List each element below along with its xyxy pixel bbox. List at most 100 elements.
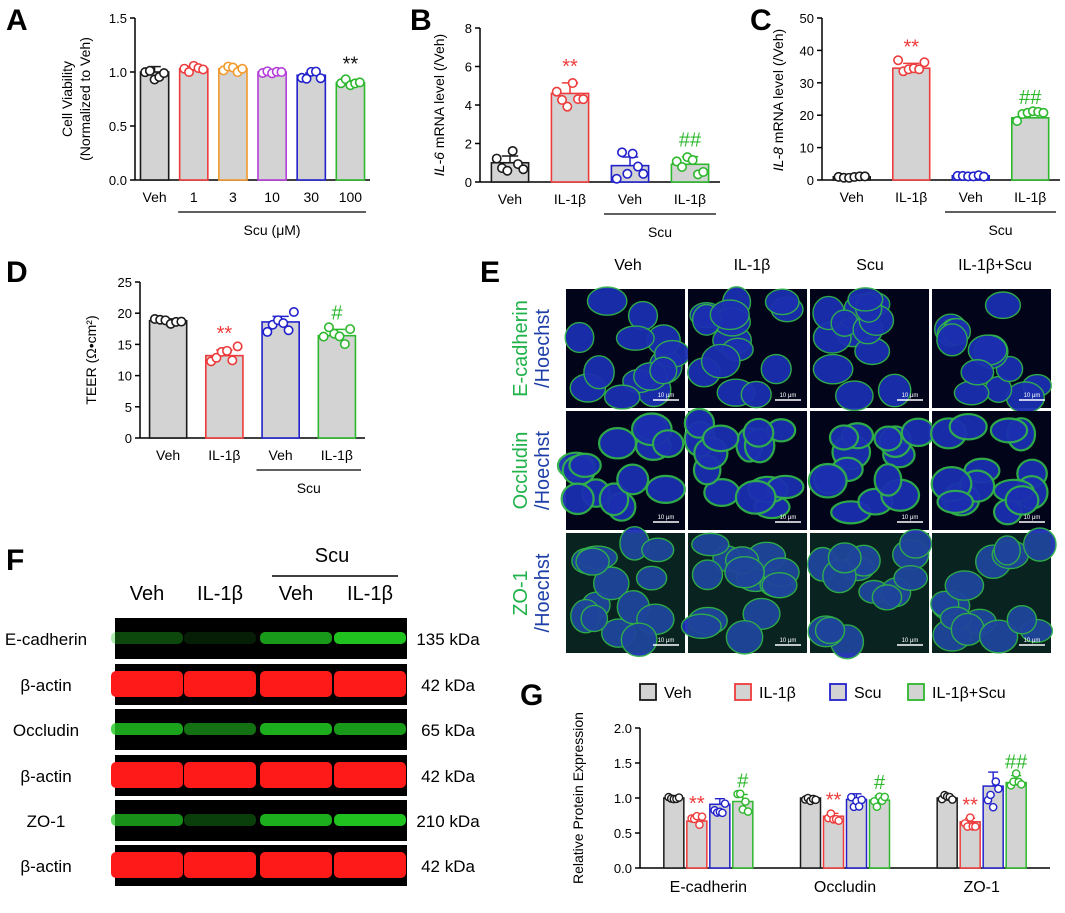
data-point <box>562 101 573 112</box>
data-point <box>1012 116 1023 127</box>
y-axis-title: (Normalized to Veh) <box>77 37 93 161</box>
nucleus <box>871 584 903 611</box>
nucleus <box>807 462 848 499</box>
panel-label-f: F <box>6 544 24 577</box>
data-point <box>283 325 294 336</box>
scale-bar-label: 10 μm <box>902 393 919 399</box>
y-tick-label: 2 <box>465 137 472 152</box>
microscopy-image: 10 μm <box>807 411 936 530</box>
nucleus <box>641 537 675 563</box>
category-label: E-cadherin <box>670 879 747 896</box>
significance-mark: ** <box>826 789 842 811</box>
significance-mark: ## <box>1005 752 1028 774</box>
nucleus <box>586 286 628 316</box>
microscopy-image: 10 μm <box>687 286 807 409</box>
y-tick-label: 0.0 <box>614 861 632 876</box>
nucleus <box>597 427 638 460</box>
wb-lane-label: IL-1β <box>347 583 393 605</box>
data-point <box>859 171 870 182</box>
nucleus <box>936 489 975 514</box>
y-tick-label: 1.0 <box>109 65 127 80</box>
protein-band <box>184 852 256 878</box>
nucleus <box>740 380 772 409</box>
nucleus <box>760 353 792 385</box>
nucleus <box>812 353 854 385</box>
y-axis-title: Relative Protein Expression <box>570 712 586 884</box>
protein-band <box>260 762 332 788</box>
bar <box>1011 116 1050 181</box>
significance-mark: ## <box>1019 87 1042 109</box>
nucleus <box>635 565 668 591</box>
category-label: IL-1β <box>1014 189 1046 205</box>
data-point <box>988 802 998 812</box>
data-point <box>1038 107 1049 118</box>
y-axis-title: Cell Viability <box>59 61 75 137</box>
data-point <box>632 161 643 172</box>
data-point <box>919 57 930 68</box>
microscopy-column-label: IL-1β+Scu <box>958 257 1032 274</box>
data-point <box>735 789 745 799</box>
data-point <box>276 67 287 78</box>
category-label: Occludin <box>814 879 876 896</box>
marker-name: ZO-1 <box>510 570 532 616</box>
wb-row-label: Occludin <box>13 721 79 740</box>
panel-label-g: G <box>520 679 543 712</box>
microscopy-row-label: /Hoechst <box>532 553 554 632</box>
microscopy-image: 10 μm <box>932 289 1052 414</box>
panel-label-c: C <box>750 4 772 37</box>
legend-label: Veh <box>664 685 692 702</box>
nucleus <box>742 417 775 448</box>
data-point <box>551 86 562 97</box>
scale-bar-label: 10 μm <box>1024 393 1041 399</box>
category-label: 100 <box>339 189 363 205</box>
y-tick-label: 0.0 <box>109 173 127 188</box>
data-point <box>227 355 238 366</box>
microscopy-row-label: /Hoechst <box>532 309 554 388</box>
nucleus <box>827 542 862 574</box>
data-point <box>811 795 821 805</box>
protein-band <box>260 814 332 826</box>
nucleus <box>701 424 740 453</box>
microscopy-image: 10 μm <box>807 528 933 660</box>
y-tick-label: 1.5 <box>614 756 632 771</box>
y-tick-label: 0 <box>465 175 472 190</box>
data-point <box>741 797 750 806</box>
counterstain-name: /Hoechst <box>532 309 554 388</box>
bar <box>335 82 366 181</box>
data-point <box>720 799 730 808</box>
legend-label: Scu <box>854 685 882 702</box>
nucleus <box>948 412 988 441</box>
y-tick-label: 10 <box>118 369 132 384</box>
bar <box>218 67 248 181</box>
nucleus <box>580 604 609 633</box>
data-point <box>315 73 326 84</box>
data-point <box>948 795 957 804</box>
microscopy-image: 10 μm <box>680 532 807 655</box>
nucleus <box>598 482 630 517</box>
protein-band <box>260 671 332 697</box>
data-point <box>627 148 638 159</box>
data-point <box>334 331 345 342</box>
cytoplasm-stain <box>932 533 1051 653</box>
microscopy-image: 10 μm <box>564 286 691 410</box>
protein-band <box>334 632 406 644</box>
data-point <box>318 331 329 342</box>
bar <box>148 319 188 439</box>
microscopy-column-label: Veh <box>614 257 642 274</box>
scale-bar-label: 10 μm <box>902 515 919 521</box>
category-label: Veh <box>618 191 642 207</box>
legend-swatch <box>829 683 847 701</box>
protein-band <box>334 671 406 697</box>
bar <box>663 797 685 869</box>
data-point <box>262 326 273 337</box>
nucleus <box>564 321 595 354</box>
scale-bar-label: 10 μm <box>1024 515 1041 521</box>
nucleus <box>877 373 912 408</box>
data-point <box>834 816 844 825</box>
chart-b: 0 2 4 6 8 Veh IL-1β ** Veh IL-1β ## Scu IL-6 mRNA le… <box>431 21 720 240</box>
category-label: IL-1β <box>554 191 586 207</box>
nucleus <box>1004 485 1040 516</box>
data-point <box>339 339 350 350</box>
data-point <box>687 155 698 166</box>
protein-band <box>111 762 183 788</box>
